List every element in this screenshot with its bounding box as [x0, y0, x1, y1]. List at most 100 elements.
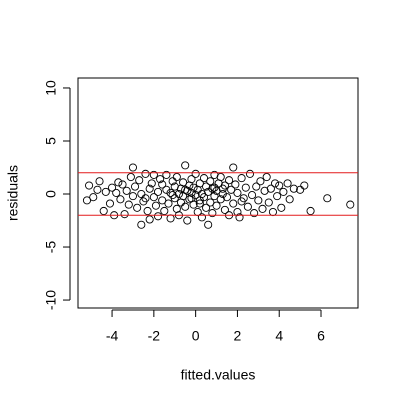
point: [172, 172, 181, 182]
point: [262, 172, 271, 182]
point: [149, 193, 158, 202]
point: [220, 205, 229, 214]
point: [206, 198, 215, 207]
point: [120, 210, 129, 219]
point: [145, 184, 154, 193]
point: [158, 180, 167, 189]
point: [147, 179, 156, 188]
point: [108, 183, 117, 192]
point: [166, 188, 175, 197]
point: [233, 188, 242, 197]
point: [141, 169, 150, 178]
point: [254, 196, 263, 205]
point: [197, 213, 206, 222]
point: [270, 179, 280, 188]
point: [143, 206, 152, 216]
point: [118, 180, 127, 189]
point: [264, 198, 273, 207]
point: [122, 186, 131, 195]
plot-box: [77, 77, 359, 309]
point: [266, 184, 275, 193]
point: [216, 172, 225, 182]
x-tick-label: 2: [234, 328, 242, 344]
point: [124, 200, 133, 209]
x-tick-label: 6: [317, 328, 325, 344]
point: [189, 183, 198, 192]
point: [112, 188, 121, 197]
x-tick-label: 0: [192, 328, 200, 344]
point: [268, 207, 278, 217]
point: [218, 184, 227, 193]
point: [99, 206, 108, 216]
y-tick-label: -5: [43, 241, 59, 254]
point: [199, 193, 209, 202]
point: [237, 174, 246, 183]
point: [181, 161, 190, 170]
point: [179, 178, 188, 187]
point: [275, 181, 284, 190]
point: [137, 220, 146, 229]
point: [227, 185, 236, 194]
point: [128, 163, 138, 172]
point: [202, 203, 211, 212]
point: [210, 183, 219, 192]
y-tick-label: 5: [43, 137, 59, 145]
point: [114, 178, 123, 187]
point: [141, 194, 150, 203]
y-tick-label: 10: [43, 80, 59, 96]
point: [237, 197, 246, 206]
y-tick-label: -10: [43, 290, 59, 310]
point: [187, 194, 196, 203]
point: [183, 216, 192, 225]
point: [250, 209, 259, 218]
point: [206, 177, 215, 186]
point: [151, 201, 160, 210]
point: [191, 169, 200, 178]
point: [128, 192, 138, 201]
point: [153, 212, 163, 221]
point: [181, 202, 190, 211]
x-tick-label: -2: [148, 328, 161, 344]
point: [231, 180, 240, 189]
point: [153, 187, 163, 196]
point: [283, 179, 292, 188]
point: [289, 184, 298, 193]
x-axis-label: fitted.values: [181, 367, 256, 383]
y-tick-label: 0: [43, 190, 59, 198]
point: [130, 182, 140, 191]
point: [296, 185, 305, 194]
x-tick-label: -4: [106, 328, 119, 344]
point: [85, 181, 94, 190]
point: [149, 170, 158, 179]
point: [126, 172, 135, 182]
point: [156, 175, 165, 184]
point: [204, 220, 213, 229]
y-axis-label: residuals: [5, 165, 21, 221]
x-tick-label: 4: [275, 328, 283, 344]
point: [105, 199, 115, 208]
point: [135, 176, 144, 185]
point: [225, 176, 234, 185]
point: [229, 163, 238, 172]
point: [243, 202, 252, 211]
point: [137, 189, 146, 199]
point: [277, 203, 286, 212]
point: [160, 206, 169, 216]
point: [95, 177, 104, 186]
point: [222, 193, 232, 202]
point: [133, 203, 142, 212]
point: [199, 174, 209, 183]
point: [195, 199, 204, 208]
point: [300, 181, 309, 190]
point: [93, 185, 102, 194]
point: [183, 186, 192, 195]
point: [168, 177, 177, 186]
point: [229, 199, 238, 208]
point: [212, 201, 221, 210]
point: [346, 200, 355, 209]
point: [187, 188, 196, 197]
point: [145, 215, 154, 224]
point: [162, 170, 171, 179]
point: [158, 196, 167, 205]
